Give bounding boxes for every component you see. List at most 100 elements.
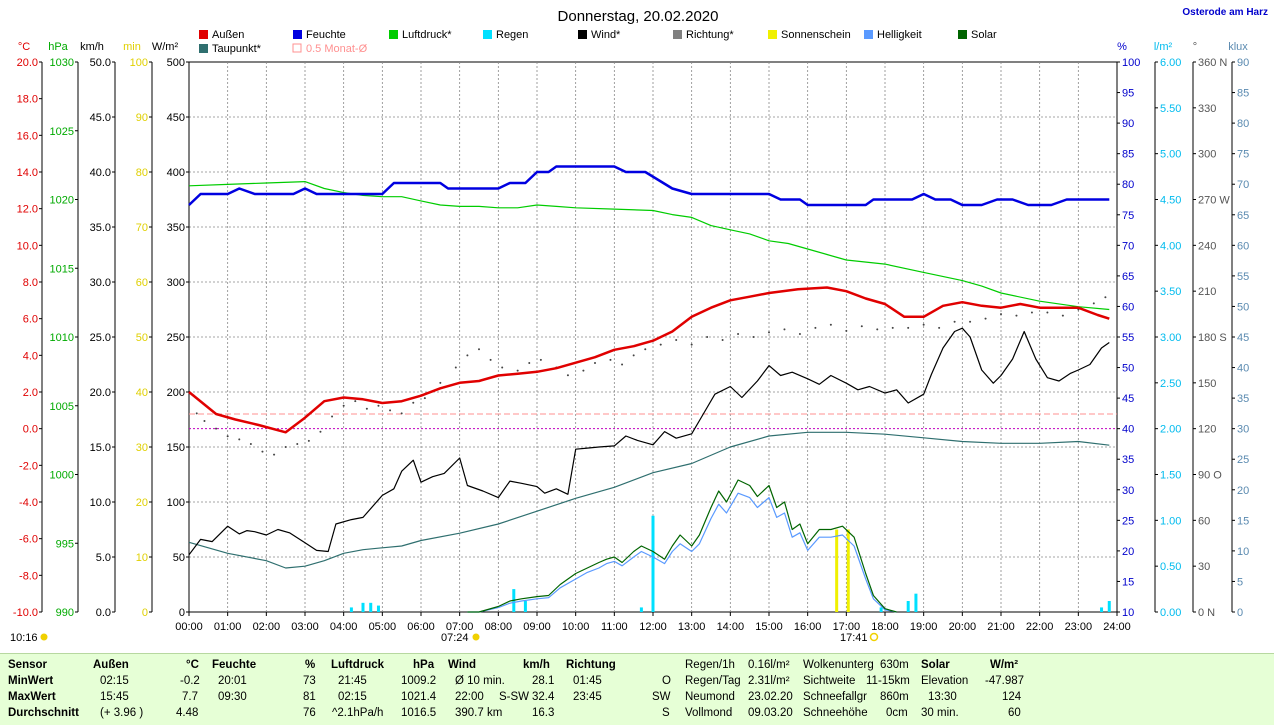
wolken-r1-label: Wolkenunterg <box>803 659 874 671</box>
tick-label-lux: 15 <box>1237 515 1249 527</box>
dot-richtung <box>659 343 662 346</box>
bar-sonnenschein <box>835 529 839 612</box>
tick-label-solar: 500 <box>167 57 185 69</box>
dot-richtung <box>953 320 956 323</box>
footer-row-max: MaxWert <box>8 691 56 703</box>
tick-label-temp: 0.0 <box>23 424 38 436</box>
series-taupunkt <box>188 431 1110 569</box>
dot-richtung <box>539 358 542 361</box>
tick-label-rain: 2.00 <box>1160 424 1181 436</box>
dot-richtung <box>226 435 229 438</box>
bar-regen <box>361 602 365 612</box>
footer-luftdruck-header: Luftdruck <box>331 659 385 671</box>
tick-label-humidity: 50 <box>1122 363 1134 375</box>
tick-label-rain: 4.50 <box>1160 195 1181 207</box>
tick-label-humidity: 20 <box>1122 546 1134 558</box>
tick-label-lux: 45 <box>1237 332 1249 344</box>
bar-regen <box>914 593 918 612</box>
tick-label-direction: 30 <box>1198 561 1210 573</box>
tick-label-pressure: 1030 <box>50 57 74 69</box>
dot-richtung <box>423 397 426 400</box>
dot-richtung <box>621 363 624 366</box>
richtung-r2-time: 23:45 <box>573 691 602 703</box>
dot-richtung <box>412 401 415 404</box>
dot-richtung <box>389 409 392 412</box>
tick-label-wind: 5.0 <box>96 552 111 564</box>
richtung-r3: S <box>662 707 670 719</box>
tick-label-direction: 120 <box>1198 424 1216 436</box>
dot-richtung <box>1000 313 1002 316</box>
dot-richtung <box>798 332 801 335</box>
regen-r3: 23.02.20 <box>748 691 793 703</box>
tick-label-time: 03:00 <box>291 621 319 633</box>
tick-label-time: 01:00 <box>214 621 242 633</box>
tick-label-time: 12:00 <box>639 621 667 633</box>
richtung-r1-time: 01:45 <box>573 675 602 687</box>
sunrise-icon <box>472 633 480 641</box>
tick-label-time: 17:00 <box>833 621 861 633</box>
footer-row-min: MinWert <box>8 675 54 687</box>
footer-aussen-unit: °C <box>186 659 199 671</box>
tick-label-solar: 200 <box>167 387 185 399</box>
tick-label-humidity: 60 <box>1122 301 1134 313</box>
luftdruck-min-time: 21:45 <box>338 675 367 687</box>
regen-r4: 09.03.20 <box>748 707 793 719</box>
wind-r1: 28.1 <box>532 675 555 687</box>
legend-label-wind: Wind* <box>591 29 621 41</box>
bar-regen <box>906 601 910 612</box>
tick-label-time: 02:00 <box>253 621 281 633</box>
legend-label-solar: Solar <box>971 29 997 41</box>
wolken-r2: 11-15km <box>866 675 910 687</box>
tick-label-rain: 0.50 <box>1160 561 1181 573</box>
tick-label-lux: 40 <box>1237 363 1249 375</box>
tick-label-time: 08:00 <box>485 621 513 633</box>
bar-regen <box>1107 601 1111 612</box>
series-helligkeit <box>467 492 897 613</box>
tick-label-lux: 90 <box>1237 57 1249 69</box>
footer-row-avg: Durchschnitt <box>8 707 79 719</box>
tick-label-time: 09:00 <box>523 621 551 633</box>
aussen-avg-note: (+ 3.96 ) <box>100 707 144 719</box>
dot-richtung <box>454 366 457 369</box>
axis-unit-label: hPa <box>48 41 68 53</box>
dot-richtung <box>478 348 480 351</box>
legend-label-regen: Regen <box>496 29 528 41</box>
tick-label-solar: 50 <box>173 552 185 564</box>
tick-label-temp: 12.0 <box>17 204 38 216</box>
dot-richtung <box>582 369 585 372</box>
dot-richtung <box>829 323 832 326</box>
tick-label-direction: 300 <box>1198 149 1216 161</box>
dot-richtung <box>439 381 442 384</box>
solar-r3-label: 30 min. <box>921 707 959 719</box>
dot-richtung <box>1061 314 1064 317</box>
dot-richtung <box>365 407 368 410</box>
tick-label-lux: 35 <box>1237 393 1249 405</box>
tick-label-sun: 20 <box>136 497 148 509</box>
series-luftdruck <box>188 181 1110 311</box>
tick-label-pressure: 990 <box>56 607 74 619</box>
dot-richtung <box>466 354 469 357</box>
luftdruck-avg: 1016.5 <box>401 707 437 719</box>
tick-label-wind: 45.0 <box>90 112 111 124</box>
tick-label-lux: 20 <box>1237 485 1249 497</box>
legend-label-aussen: Außen <box>212 29 244 41</box>
tick-label-lux: 50 <box>1237 301 1249 313</box>
tick-label-lux: 65 <box>1237 210 1249 222</box>
dot-richtung <box>1104 296 1107 299</box>
tick-label-sun: 70 <box>136 222 148 234</box>
tick-label-rain: 4.00 <box>1160 240 1181 252</box>
tick-label-time: 14:00 <box>717 621 745 633</box>
chart-series <box>188 165 1117 613</box>
feuchte-max-time: 09:30 <box>218 691 247 703</box>
legend-swatch-sonnenschein <box>768 30 777 39</box>
left-axes: 20.0 18.0 16.0 14.0 12.0 10.0 8.0 6.0 4.0 2.0 0.0 -… <box>13 57 190 619</box>
dot-richtung <box>922 323 925 326</box>
footer-wind-unit: km/h <box>523 659 550 671</box>
richtung-r2: SW <box>652 691 671 703</box>
dot-richtung <box>594 361 596 364</box>
tick-label-humidity: 95 <box>1122 88 1134 100</box>
tick-label-rain: 0.00 <box>1160 607 1181 619</box>
tick-label-time: 06:00 <box>407 621 435 633</box>
bar-regen <box>639 607 643 612</box>
tick-label-time: 04:00 <box>330 621 358 633</box>
